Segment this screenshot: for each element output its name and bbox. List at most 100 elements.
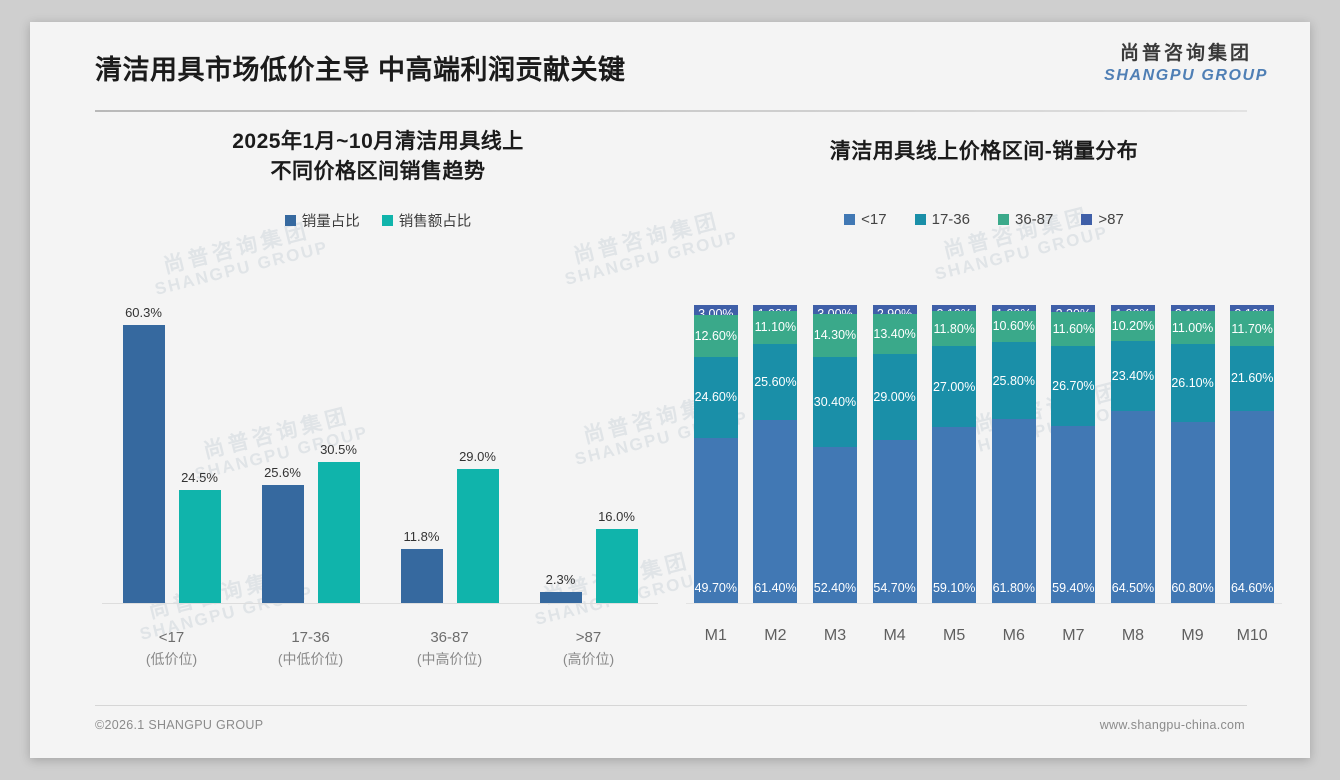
bar-column[interactable]: 24.5% (178, 295, 221, 603)
legend-item-36-87[interactable]: 36-87 (998, 211, 1053, 228)
segment-value-label: 59.40% (1052, 581, 1095, 595)
bar-column[interactable]: 29.0% (456, 295, 499, 603)
segment-17-36[interactable]: 26.10% (1170, 344, 1215, 422)
segment-17-36[interactable]: 23.40% (1110, 341, 1155, 411)
segment-36-87[interactable]: 13.40% (872, 313, 917, 354)
segment-value-label: 26.70% (1052, 379, 1095, 394)
left-chart-title-line1: 2025年1月~10月清洁用具线上 (232, 130, 524, 153)
bar-sales-share[interactable] (178, 490, 221, 603)
x-axis-tick: 36-87 (中高价位) (380, 627, 519, 669)
segment-value-label: 11.70% (1231, 321, 1273, 336)
segment-17-36[interactable]: 26.70% (1051, 346, 1096, 426)
segment-36-87[interactable]: 11.80% (932, 311, 977, 347)
bar-sales-share[interactable] (317, 462, 360, 603)
stacked-column[interactable]: 2.90% 13.40% 29.00% 54.70% (865, 305, 925, 603)
bar-volume-share[interactable] (122, 325, 165, 603)
bar-column[interactable]: 2.3% (539, 295, 582, 603)
segment-gt87[interactable]: 3.00% (812, 305, 857, 321)
grouped-bar-chart: 60.3% 24.5% 25.6% 30.5% (102, 295, 658, 625)
segment-17-36[interactable]: 30.40% (812, 356, 857, 448)
x-axis-tick: M2 (764, 627, 787, 644)
stacked-column[interactable]: 2.10% 11.70% 21.60% 64.60% (1222, 305, 1282, 604)
segment-value-label: 13.40% (873, 326, 916, 341)
bar-column[interactable]: 11.8% (400, 295, 443, 603)
legend-item-gt87[interactable]: >87 (1081, 211, 1124, 228)
stacked-x-axis-labels: M1 M2 M3 M4 M5 M6 M7 M8 M9 M10 (686, 627, 1282, 645)
segment-36-87[interactable]: 10.20% (1110, 310, 1155, 342)
stacked-bar: 2.30% 11.60% 26.70% 59.40% (1051, 305, 1096, 603)
segment-lt17[interactable]: 49.70% (693, 438, 738, 603)
stacked-column[interactable]: 1.90% 11.10% 25.60% 61.40% (746, 305, 806, 603)
legend-swatch-icon (998, 214, 1009, 226)
tick-zone: (中低价位) (277, 650, 344, 667)
segment-17-36[interactable]: 29.00% (872, 353, 917, 440)
tick-zone: (中高价位) (416, 650, 483, 667)
bar-value-label: 30.5% (320, 442, 357, 457)
segment-17-36[interactable]: 25.60% (753, 343, 798, 421)
bar-volume-share[interactable] (539, 592, 582, 603)
bar-sales-share[interactable] (456, 469, 499, 603)
bar-column[interactable]: 30.5% (317, 295, 360, 603)
stacked-bar: 2.10% 11.00% 26.10% 60.80% (1170, 305, 1215, 604)
footer-copyright: ©2026.1 SHANGPU GROUP (95, 718, 264, 732)
segment-lt17[interactable]: 64.50% (1110, 410, 1155, 603)
grouped-bar-plot-area: 60.3% 24.5% 25.6% 30.5% (102, 295, 658, 603)
legend-label: 17-36 (931, 211, 970, 229)
x-axis-tick: >87 (高价位) (519, 627, 658, 669)
segment-lt17[interactable]: 59.10% (932, 426, 977, 603)
grouped-x-axis-labels: <17 (低价位) 17-36 (中低价位) 36-87 (中高价位) >87 … (102, 627, 658, 669)
segment-lt17[interactable]: 64.60% (1230, 410, 1275, 604)
segment-36-87[interactable]: 11.00% (1170, 311, 1215, 345)
bar-column[interactable]: 60.3% (122, 295, 165, 603)
stacked-column[interactable]: 3.00% 14.30% 30.40% 52.40% (805, 305, 865, 604)
segment-17-36[interactable]: 25.80% (991, 342, 1036, 420)
left-chart-title-line2: 不同价格区间销售趋势 (270, 160, 486, 184)
x-axis-tick: M10 (1236, 627, 1268, 644)
segment-value-label: 11.10% (754, 320, 797, 335)
stacked-column[interactable]: 1.90% 10.20% 23.40% 64.50% (1103, 305, 1163, 603)
bar-sales-share[interactable] (595, 529, 638, 603)
stacked-column[interactable]: 2.30% 11.60% 26.70% 59.40% (1044, 305, 1104, 603)
bar-column[interactable]: 16.0% (595, 295, 638, 603)
footer-divider (95, 705, 1247, 706)
segment-value-label: 10.60% (992, 319, 1035, 334)
segment-36-87[interactable]: 11.60% (1051, 311, 1096, 347)
legend-item-17-36[interactable]: 17-36 (914, 211, 970, 229)
stacked-column[interactable]: 1.90% 10.60% 25.80% 61.80% (984, 305, 1044, 604)
segment-gt87[interactable]: 2.30% (1051, 305, 1096, 321)
segment-17-36[interactable]: 21.60% (1230, 346, 1275, 411)
segment-value-label: 11.00% (1171, 320, 1214, 335)
bar-volume-share[interactable] (400, 549, 443, 603)
legend-item-lt17[interactable]: <17 (844, 211, 887, 228)
x-axis-tick: M4 (883, 627, 906, 644)
segment-lt17[interactable]: 59.40% (1051, 425, 1096, 603)
segment-gt87[interactable]: 3.00% (693, 305, 738, 321)
stacked-column[interactable]: 2.10% 11.00% 26.10% 60.80% (1163, 305, 1223, 604)
legend-item-sales-share[interactable]: 销售额占比 (381, 210, 471, 231)
segment-lt17[interactable]: 52.40% (812, 447, 857, 604)
segment-17-36[interactable]: 24.60% (693, 356, 738, 439)
segment-36-87[interactable]: 11.70% (1230, 311, 1275, 347)
bar-column[interactable]: 25.6% (261, 295, 304, 603)
segment-gt87[interactable]: 2.90% (872, 305, 917, 321)
segment-36-87[interactable]: 10.60% (991, 310, 1036, 343)
x-axis-tick: M9 (1181, 627, 1204, 644)
segment-lt17[interactable]: 61.80% (991, 419, 1036, 604)
segment-value-label: 24.60% (694, 390, 737, 405)
segment-value-label: 10.20% (1111, 318, 1155, 333)
segment-lt17[interactable]: 61.40% (753, 420, 798, 603)
stacked-column[interactable]: 2.10% 11.80% 27.00% 59.10% (924, 305, 984, 603)
legend-swatch-icon (381, 214, 393, 226)
stacked-column[interactable]: 3.00% 12.60% 24.60% 49.70% (686, 305, 746, 603)
bar-volume-share[interactable] (261, 485, 304, 603)
segment-lt17[interactable]: 54.70% (872, 440, 917, 603)
legend-swatch-icon (284, 214, 296, 226)
segment-36-87[interactable]: 12.60% (693, 314, 738, 357)
segment-lt17[interactable]: 60.80% (1170, 421, 1215, 604)
legend-item-volume-share[interactable]: 销量占比 (284, 210, 360, 231)
stacked-bar: 2.10% 11.70% 21.60% 64.60% (1230, 305, 1275, 604)
segment-36-87[interactable]: 11.10% (753, 310, 798, 344)
segment-36-87[interactable]: 14.30% (812, 313, 857, 357)
segment-17-36[interactable]: 27.00% (932, 346, 977, 427)
segment-value-label: 61.40% (754, 580, 797, 595)
